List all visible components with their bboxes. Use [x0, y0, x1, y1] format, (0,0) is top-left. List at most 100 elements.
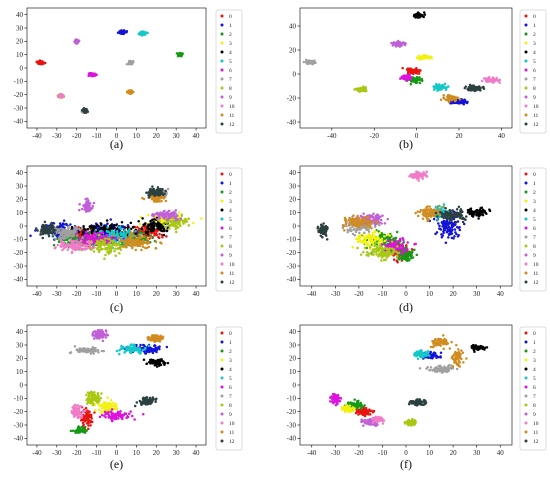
data-point [70, 243, 74, 246]
data-point [444, 98, 448, 102]
data-point [406, 71, 410, 74]
data-point [110, 246, 113, 250]
data-point [126, 226, 130, 229]
data-point [106, 250, 109, 254]
legend-label: 8 [229, 86, 232, 92]
y-tick-label: -40 [14, 276, 24, 284]
data-point [395, 230, 399, 234]
data-point [70, 241, 74, 244]
data-point [103, 237, 107, 240]
data-point [406, 247, 409, 251]
y-tick-label: 40 [289, 169, 297, 177]
data-point [115, 230, 119, 233]
series-9 [73, 38, 81, 45]
data-point [435, 82, 438, 86]
data-point [442, 93, 446, 97]
data-point [101, 242, 104, 246]
data-point [402, 41, 405, 44]
data-point [131, 60, 135, 64]
legend-label: 11 [229, 113, 235, 119]
data-point [114, 233, 117, 236]
y-tick-label: -30 [14, 262, 24, 270]
data-point [409, 77, 413, 80]
data-point [137, 241, 140, 244]
data-point [77, 241, 80, 244]
x-tick-label: 0 [115, 132, 119, 140]
data-point [174, 219, 178, 222]
data-point [60, 227, 63, 230]
legend-label: 3 [229, 199, 232, 205]
data-point [146, 233, 150, 236]
data-point [145, 238, 149, 241]
data-point [392, 258, 396, 261]
data-point [154, 240, 158, 244]
data-point [147, 245, 151, 249]
data-point [468, 83, 472, 87]
y-tick-label: -20 [14, 91, 24, 99]
data-point [149, 219, 152, 223]
data-point [403, 254, 406, 257]
legend-marker [524, 14, 528, 18]
data-point [177, 53, 181, 57]
data-point [175, 230, 178, 234]
data-point [447, 225, 451, 229]
data-point [383, 239, 387, 243]
data-point [124, 240, 128, 243]
data-point [113, 249, 116, 253]
legend-label: 3 [229, 41, 232, 47]
data-point [152, 225, 155, 229]
data-point [370, 239, 374, 243]
data-point [61, 248, 64, 252]
data-point [161, 220, 165, 223]
y-tick-label: -20 [287, 249, 297, 257]
data-point [92, 250, 96, 253]
legend-label: 7 [533, 77, 536, 83]
data-point [466, 208, 470, 212]
data-point [73, 248, 77, 252]
data-point [89, 207, 93, 210]
data-point [92, 242, 96, 246]
data-point [490, 79, 494, 82]
data-point [399, 257, 402, 260]
data-point [80, 207, 84, 211]
legend-marker [220, 199, 224, 203]
data-point [305, 60, 308, 64]
data-point [38, 59, 42, 62]
data-point [401, 252, 404, 255]
data-point [136, 225, 139, 229]
data-point [384, 244, 387, 247]
data-point [109, 218, 112, 221]
data-point [458, 98, 462, 101]
data-point [74, 227, 78, 231]
data-point [371, 231, 375, 234]
series-10 [57, 93, 65, 99]
data-point [498, 78, 502, 82]
data-point [82, 231, 85, 234]
data-point [75, 239, 78, 243]
legend-label: 2 [229, 32, 232, 38]
series-3 [351, 230, 392, 251]
data-point [155, 229, 159, 233]
data-point [56, 235, 59, 238]
data-point [172, 213, 175, 216]
data-point [376, 235, 379, 239]
data-point [418, 14, 422, 17]
panel-c: -40 -30 -20 -10 0 10 20 30 40-40-30-20-100102030… [14, 165, 243, 314]
y-tick-label: 0 [293, 222, 297, 230]
legend-label: 1 [229, 23, 232, 29]
data-point [80, 226, 84, 230]
legend-label: 10 [229, 104, 235, 110]
data-point [143, 222, 147, 226]
legend-label: 10 [533, 104, 539, 110]
data-point [141, 217, 144, 220]
data-point [149, 227, 153, 231]
data-point [129, 237, 132, 240]
data-point [155, 233, 158, 237]
data-point [444, 88, 448, 92]
legend-label: 8 [533, 86, 536, 92]
data-point [129, 89, 133, 93]
data-point [126, 239, 130, 243]
data-point [302, 60, 306, 64]
legend-marker [524, 104, 528, 108]
